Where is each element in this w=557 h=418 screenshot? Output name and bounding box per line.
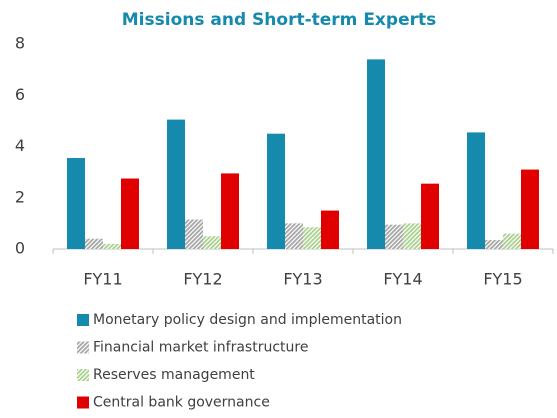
bar [403,223,421,249]
legend-swatch [77,369,89,381]
x-tick-label: FY12 [183,270,222,289]
y-tick-label: 2 [15,187,25,206]
y-tick-label: 0 [15,239,25,258]
bar [521,169,539,249]
bar [85,238,103,249]
y-tick-label: 8 [15,34,25,53]
bar [203,236,221,249]
bar [103,243,121,249]
bar [303,227,321,249]
x-tick-label: FY13 [283,270,322,289]
y-tick-label: 4 [15,136,25,155]
x-tick-label: FY15 [483,270,522,289]
bar [267,133,285,249]
bar [367,59,385,249]
legend-swatch [77,341,89,354]
legend-swatch [77,314,89,326]
bar [385,224,403,249]
legend-label: Financial market infrastructure [93,340,308,356]
x-tick-label: FY11 [83,270,122,289]
legend-label: Monetary policy design and implementatio… [93,312,402,328]
bar [121,178,139,249]
bar [67,158,85,249]
bar [321,210,339,249]
bar [221,173,239,249]
bar [485,240,503,249]
legend-label: Central bank governance [93,395,270,411]
bar [167,119,185,249]
bar [185,219,203,249]
y-tick-label: 6 [15,85,25,104]
legend-swatch [77,396,89,409]
chart-title: Missions and Short-term Experts [122,10,436,30]
x-tick-label: FY14 [383,270,422,289]
bar [503,233,521,249]
bar [467,132,485,249]
legend-label: Reserves management [93,367,255,383]
bar [421,183,439,249]
bar [285,223,303,249]
